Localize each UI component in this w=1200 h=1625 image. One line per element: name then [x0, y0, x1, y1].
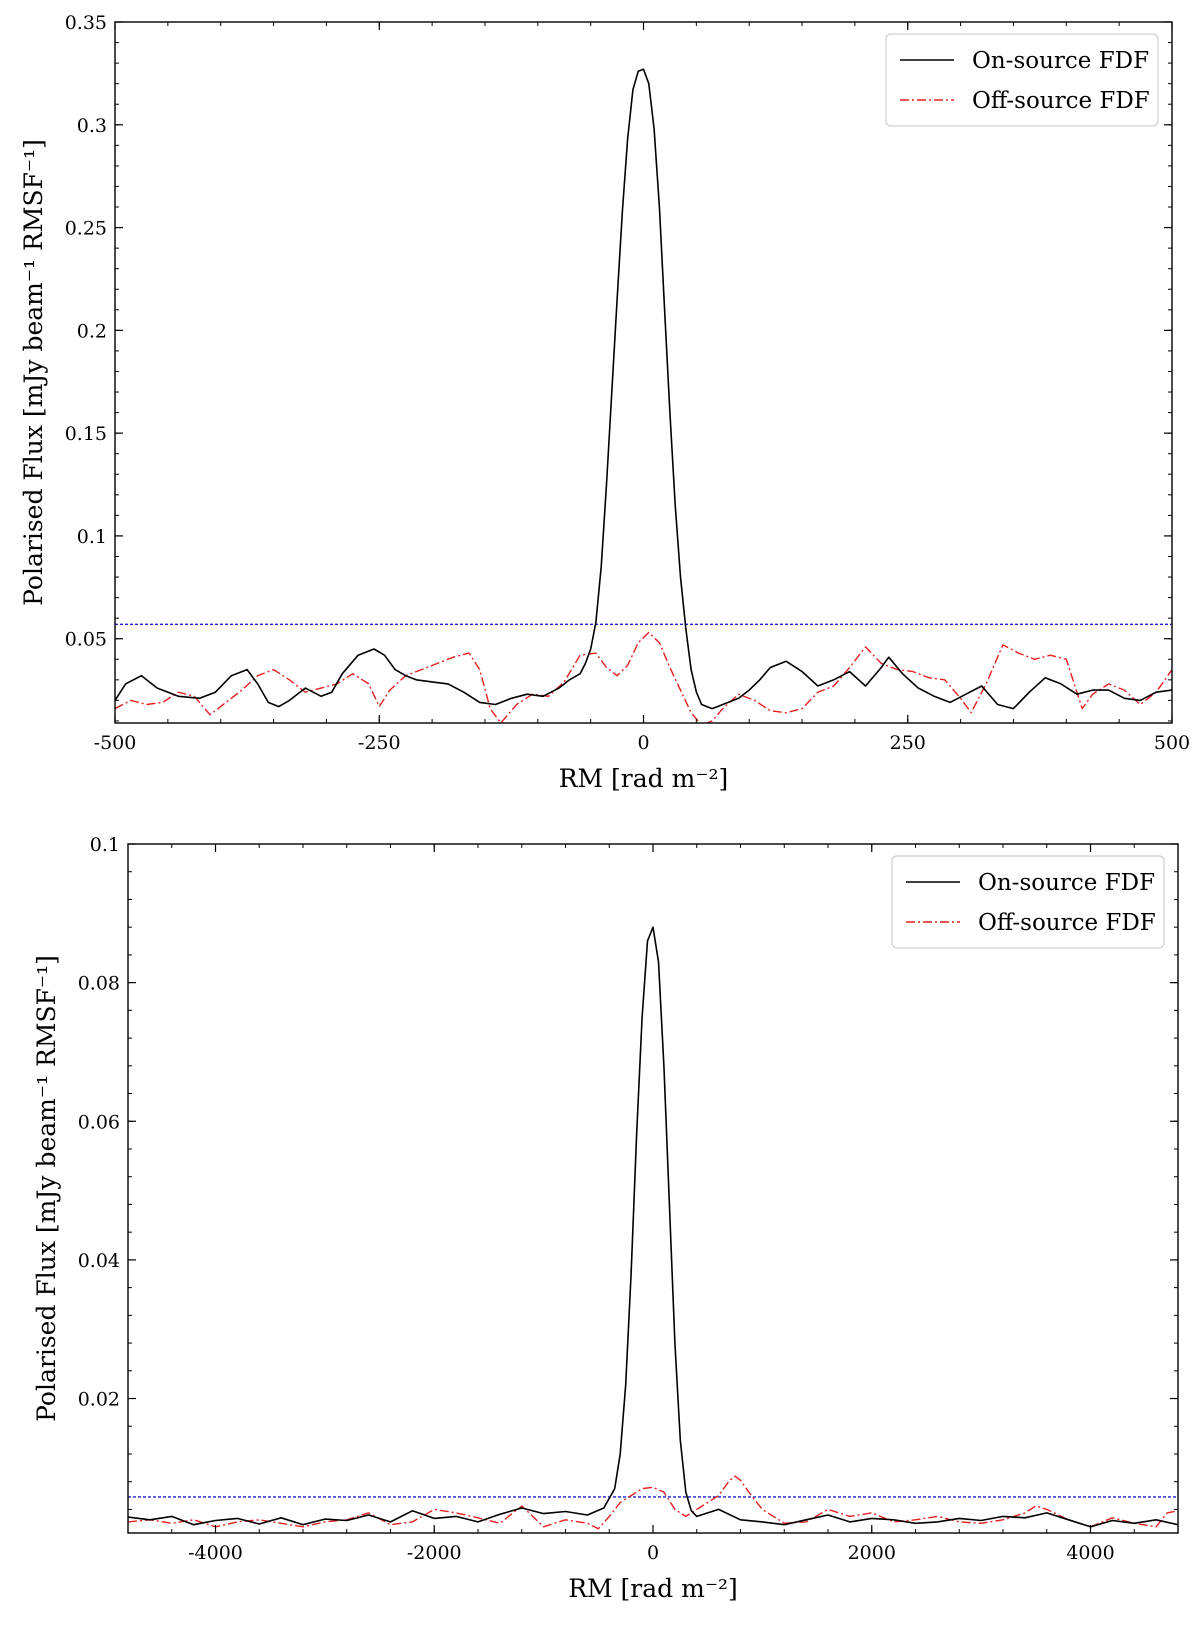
- axes-frame: [114, 21, 1173, 724]
- y-tick-label: 0.2: [77, 320, 107, 342]
- x-tick-label: 0: [637, 732, 649, 754]
- off-source-fdf-line: [128, 1475, 1178, 1530]
- on-source-fdf-line: [128, 926, 1178, 1528]
- legend-label-off-source: Off-source FDF: [978, 910, 1156, 936]
- legend-label-on-source: On-source FDF: [978, 870, 1155, 896]
- fdf-chart-bottom: -4000 -2000 0 2000 4000 0.02 0.04 0.06 0.08 0.1 RM…: [32, 834, 1179, 1603]
- x-tick-label: 0: [647, 1542, 659, 1564]
- x-axis-label: RM [rad m⁻²]: [568, 1574, 738, 1603]
- legend-box: [885, 33, 1159, 127]
- legend-label-on-source: On-source FDF: [972, 48, 1149, 74]
- off-source-fdf-line: [115, 631, 1172, 723]
- x-tick-label: -4000: [188, 1542, 243, 1564]
- y-tick-label: 0.25: [65, 218, 107, 240]
- y-tick-label: 0.15: [65, 423, 107, 445]
- x-tick-label: -2000: [407, 1542, 462, 1564]
- y-tick-label: 0.06: [78, 1111, 120, 1133]
- x-tick-label: -250: [358, 732, 401, 754]
- x-tick-label: -500: [94, 732, 137, 754]
- y-tick-label: 0.35: [65, 12, 107, 34]
- y-tick-label: 0.1: [90, 834, 120, 856]
- y-tick-label: 0.1: [77, 526, 107, 548]
- fdf-chart-top: -500 -250 0 250 500 0.05 0.1 0.15 0.2 0.25 0.3 0.35…: [19, 12, 1190, 793]
- y-axis-label: Polarised Flux [mJy beam⁻¹ RMSF⁻¹]: [32, 955, 61, 1422]
- legend: On-source FDF Off-source FDF: [885, 33, 1159, 127]
- y-tick-label: 0.05: [65, 629, 107, 651]
- legend-label-off-source: Off-source FDF: [972, 88, 1150, 114]
- legend-box: [891, 855, 1165, 949]
- x-tick-label: 2000: [848, 1542, 896, 1564]
- y-axis-label: Polarised Flux [mJy beam⁻¹ RMSF⁻¹]: [19, 139, 48, 606]
- legend: On-source FDF Off-source FDF: [891, 855, 1165, 949]
- y-tick-label: 0.3: [77, 115, 107, 137]
- y-tick-label: 0.04: [78, 1250, 120, 1272]
- on-source-fdf-line: [115, 68, 1172, 710]
- y-tick-label: 0.02: [78, 1389, 120, 1411]
- x-tick-label: 500: [1154, 732, 1190, 754]
- chart-panel-top: -500 -250 0 250 500 0.05 0.1 0.15 0.2 0.25 0.3 0.35…: [0, 0, 1200, 812]
- x-tick-label: 4000: [1066, 1542, 1114, 1564]
- chart-panel-bottom: -4000 -2000 0 2000 4000 0.02 0.04 0.06 0.08 0.1 RM…: [0, 812, 1200, 1625]
- y-tick-label: 0.08: [78, 973, 120, 995]
- x-tick-label: 250: [890, 732, 926, 754]
- x-axis-label: RM [rad m⁻²]: [559, 764, 729, 793]
